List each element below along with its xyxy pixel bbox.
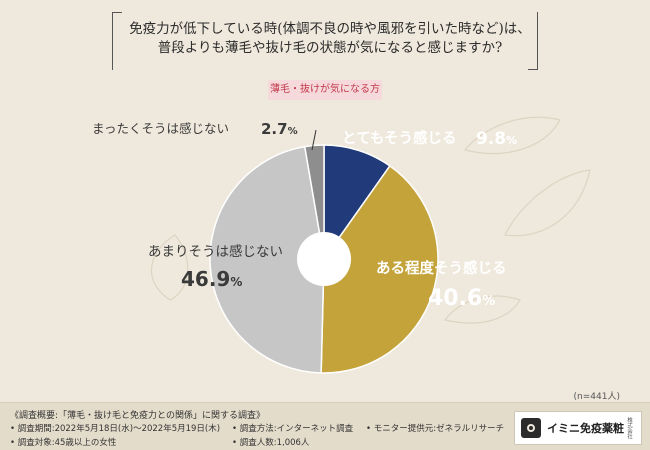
slice-value-1: 40.6%	[428, 286, 495, 311]
slice-label-text-2: あまりそうは感じない	[148, 243, 283, 260]
logo-name: イミニ免疫薬粧	[547, 422, 624, 435]
survey-footer: 《調査概要:「薄毛・抜け毛と免疫力との関係」に関する調査》 • 調査期間:202…	[0, 402, 650, 450]
donut-chart	[209, 144, 439, 374]
title-line-2: 普段よりも薄毛や抜け毛の状態が気になると感じますか?	[157, 40, 503, 56]
footer-count: • 調査人数:1,006人	[232, 438, 310, 448]
slice-value-3: 2.7%	[261, 120, 298, 138]
slice-value-2: 46.9%	[181, 267, 242, 291]
slice-label-text-1: ある程度そう感じる	[376, 259, 507, 277]
logo-icon	[521, 418, 541, 438]
footer-period: • 調査期間:2022年5月18日(水)〜2022年5月19日(木)	[10, 424, 221, 434]
chart: とてもそう感じる 9.8% ある程度そう感じる 40.6% あまりそうは感じない…	[92, 116, 591, 374]
leader-line	[311, 129, 317, 151]
slice-label-3: まったくそうは感じない 2.7%	[92, 120, 298, 138]
slice-2	[209, 145, 325, 374]
background-leaves	[151, 116, 591, 324]
slice-label-text-0: とてもそう感じる	[342, 129, 457, 147]
title-line-1: 免疫力が低下している時(体調不良の時や風邪を引いた時など)は、	[129, 21, 531, 37]
footer-method: • 調査方法:インターネット調査	[232, 424, 354, 434]
chart-subtitle: 薄毛・抜けが気になる方	[268, 80, 382, 100]
slice-3	[303, 144, 325, 260]
chart-title: 免疫力が低下している時(体調不良の時や風邪を引いた時など)は、 普段よりも薄毛や…	[120, 20, 540, 58]
sample-size: (n=441人)	[573, 392, 620, 402]
logo-sub: 株式会社	[626, 417, 632, 439]
footer-target: • 調査対象:45歳以上の女性	[10, 438, 117, 448]
slice-label-2: あまりそうは感じない 46.9%	[148, 243, 283, 291]
company-logo: イミニ免疫薬粧 株式会社	[514, 411, 642, 445]
slice-label-0: とてもそう感じる 9.8%	[342, 129, 517, 149]
slice-label-text-3: まったくそうは感じない	[92, 121, 229, 136]
slice-1	[320, 164, 439, 374]
footer-title: 《調査概要:「薄毛・抜け毛と免疫力との関係」に関する調査》	[10, 411, 265, 421]
footer-provider: • モニター提供元:ゼネラルリサーチ	[366, 424, 505, 434]
slice-value-0: 9.8%	[476, 129, 517, 149]
donut-hole	[297, 232, 351, 286]
title-bracket-left	[112, 12, 122, 70]
slice-label-1: ある程度そう感じる 40.6%	[376, 259, 507, 311]
title-bracket-right	[528, 12, 538, 70]
